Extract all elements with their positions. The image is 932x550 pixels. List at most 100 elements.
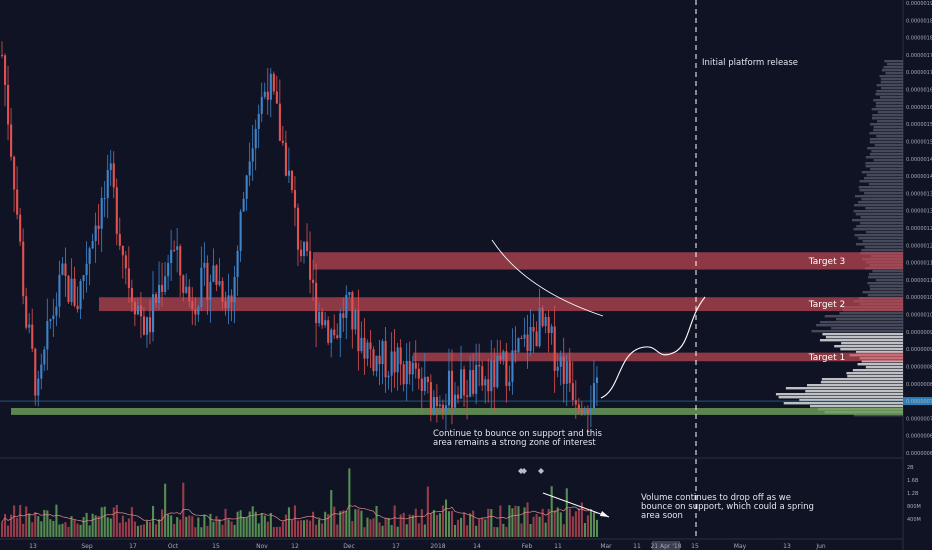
- time-tick-label: 15: [212, 543, 220, 550]
- volume-profile-bar: [805, 390, 903, 393]
- time-tick-label: Sep: [81, 543, 93, 550]
- volume-bar: [254, 511, 257, 537]
- volume-profile-bar: [853, 210, 903, 213]
- volume-bar: [466, 525, 469, 537]
- volume-bar: [91, 513, 94, 537]
- volume-bar: [164, 483, 167, 537]
- candle-body: [179, 246, 182, 276]
- volume-profile-bar: [853, 228, 903, 231]
- candle-body: [299, 249, 303, 256]
- zone-rect: [99, 297, 903, 312]
- time-tick-label: 17: [129, 543, 137, 550]
- volume-bar: [321, 523, 324, 537]
- volume-profile-bar: [860, 222, 903, 225]
- candle-body: [559, 356, 562, 367]
- volume-bar: [88, 525, 91, 537]
- volume-bar: [526, 502, 529, 537]
- candle-body: [381, 341, 384, 365]
- volume-profile-bar: [824, 315, 903, 318]
- volume-arrow-head: [600, 511, 609, 517]
- volume-bar: [303, 520, 306, 537]
- candle-body: [574, 400, 577, 405]
- candle-body: [242, 198, 245, 212]
- volume-bar: [327, 513, 330, 537]
- volume-bar: [266, 521, 269, 537]
- candle-body: [369, 342, 372, 350]
- candle-body: [417, 368, 420, 379]
- volume-bar: [13, 505, 16, 537]
- volume-bar: [444, 499, 448, 537]
- volume-profile-bar: [867, 294, 903, 297]
- candle-body: [463, 369, 466, 396]
- volume-bar: [318, 519, 321, 537]
- volume-profile-bar: [868, 276, 903, 279]
- time-tick-label: Jun: [815, 543, 826, 550]
- time-axis[interactable]: 13 Sep 17 Oct 15 Nov 12 Dec 17 2018 14 Feb 11 Mar 11 21…: [29, 541, 826, 550]
- volume-profile-bar: [840, 348, 903, 351]
- price-tick-label: 0.00000155: [906, 122, 932, 128]
- candle-body: [444, 405, 448, 413]
- candle-body: [269, 73, 272, 100]
- volume-bar: [269, 512, 272, 537]
- volume-profile-bar: [872, 270, 903, 273]
- candle-body: [469, 370, 472, 397]
- volume-bar: [312, 511, 315, 537]
- candle-body: [577, 404, 580, 410]
- volume-bar: [586, 515, 589, 537]
- volume-bar: [152, 505, 155, 537]
- volume-bar: [429, 513, 432, 537]
- volume-profile-bar: [881, 69, 903, 72]
- volume-bar: [290, 519, 294, 537]
- volume-bar: [200, 527, 203, 537]
- settings-icon[interactable]: [538, 468, 544, 474]
- candle-body: [324, 320, 327, 326]
- candle-body: [538, 308, 541, 347]
- candle-body: [263, 91, 266, 97]
- volume-bar: [64, 522, 67, 537]
- volume-ma-line: [1, 504, 598, 523]
- candle-body: [493, 360, 496, 388]
- volume-profile-bar: [799, 399, 903, 402]
- candle-body: [49, 319, 52, 322]
- volume-bar: [242, 517, 245, 537]
- volume-tick-label: 800M: [907, 504, 921, 510]
- volume-profile-bar: [868, 273, 903, 276]
- volume-profile-bar: [821, 378, 903, 381]
- volume-bar: [420, 509, 423, 537]
- volume-profile-bar: [873, 99, 903, 102]
- candle-body: [496, 355, 499, 388]
- volume-profile-bar: [775, 393, 903, 396]
- volume-bar: [574, 511, 577, 537]
- candle-body: [457, 394, 460, 399]
- volume-bar: [230, 521, 233, 537]
- volume-profile-bar: [819, 339, 903, 342]
- candle-body: [16, 189, 19, 215]
- time-tick-label: Dec: [343, 543, 355, 550]
- candle-body: [432, 396, 435, 415]
- candle-body: [568, 361, 571, 384]
- volume-bar: [185, 516, 188, 537]
- volume-profile-bar: [855, 243, 903, 246]
- volume-bar: [333, 506, 336, 537]
- volume-profile-bar: [873, 129, 903, 132]
- volume-bar: [37, 516, 40, 537]
- candle-body: [363, 337, 366, 359]
- volume-bar: [357, 509, 360, 537]
- volume-bar: [559, 512, 562, 537]
- volume-bar: [260, 513, 263, 537]
- volume-bar: [369, 519, 372, 537]
- collapse-icon[interactable]: [518, 468, 527, 474]
- volume-bar: [544, 522, 547, 537]
- candle-body: [460, 369, 463, 399]
- candle-body: [580, 409, 583, 413]
- candle-body: [82, 275, 85, 282]
- candle-body: [215, 265, 218, 285]
- volume-bar: [236, 511, 239, 537]
- volume-profile-bar: [778, 396, 903, 399]
- candle-body: [257, 113, 260, 129]
